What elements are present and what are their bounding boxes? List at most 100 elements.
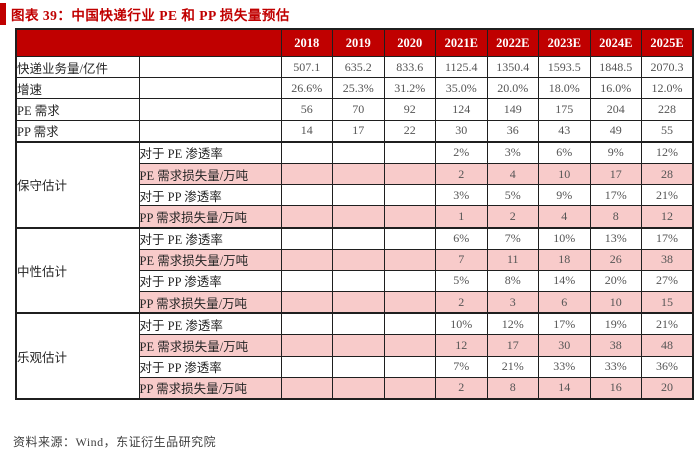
value-cell: 92 [383,98,436,121]
value-cell: 124 [435,98,488,121]
value-cell: 33% [538,355,591,378]
table-row: 对于 PP 渗透率 7% 21% 33% 33% 36% [16,355,694,378]
table-row: 中性估计 对于 PE 渗透率 6% 7% 10% 13% 17% [15,226,694,314]
value-cell [383,205,436,228]
value-cell: 7% [435,355,488,378]
row-label-cell: 快递业务量/亿件 [15,55,140,79]
value-cell: 21% [641,184,694,207]
value-cell: 18.0% [538,77,591,100]
value-cell: 6% [435,226,488,250]
metric-label-cell: PP 需求损失量/万吨 [138,205,282,228]
value-cell: 55 [641,119,694,143]
value-cell: 507.1 [280,55,333,79]
section-label-cell: 中性估计 [15,226,140,314]
value-cell: 12.0% [641,77,694,100]
value-cell: 6% [538,140,591,164]
value-cell: 175 [538,98,591,121]
table-row: 增速 26.6% 25.3% 31.2% 35.0% 20.0% 18.0% 16.0% 12.… [15,77,694,100]
row-label-cell: 增速 [15,77,140,100]
value-cell: 14% [538,269,591,293]
value-cell: 12 [641,205,694,228]
value-cell: 35.0% [435,77,488,100]
header-row: 2018 2019 2020 2021E 2022E 2023E 2024E 2025E [15,28,694,57]
metric-label-cell: 对于 PP 渗透率 [138,184,282,207]
value-cell [332,140,385,164]
value-cell [383,312,436,336]
value-cell: 28 [641,162,694,186]
value-cell: 19% [589,312,642,336]
value-cell [383,140,436,164]
value-cell [280,269,333,293]
value-cell: 20 [641,376,694,400]
value-cell: 21% [641,312,694,336]
value-cell [280,334,333,357]
value-cell: 2 [435,162,488,186]
value-cell: 49 [589,119,642,143]
figure-title-row: 图表 39：中国快递行业 PE 和 PP 损失量预估 [0,3,290,25]
row-label-cell: PE 需求 [15,98,140,121]
value-cell [383,248,436,271]
row-sublabel-cell [138,119,282,143]
value-cell: 48 [641,334,694,357]
value-cell [332,269,385,293]
title-accent-bar [0,3,6,25]
year-header-cell: 2018 [280,28,333,57]
table-row: PE 需求损失量/万吨 7 11 18 26 38 [16,248,694,271]
value-cell: 20% [589,269,642,293]
value-cell: 149 [486,98,539,121]
value-cell: 16 [589,376,642,400]
table-row: 快递业务量/亿件 507.1 635.2 833.6 1125.4 1350.4 1593.… [15,55,694,79]
metric-label-cell: 对于 PE 渗透率 [138,312,282,336]
value-cell [280,376,333,400]
source-note: 资料来源：Wind，东证衍生品研究院 [13,435,217,449]
value-cell: 22 [383,119,436,143]
year-header-cell: 2021E [435,28,488,57]
section-label-cell: 保守估计 [15,140,140,228]
value-cell: 36 [486,119,539,143]
value-cell [332,162,385,186]
table-body: 快递业务量/亿件 507.1 635.2 833.6 1125.4 1350.4 1593.… [15,55,694,400]
value-cell: 1 [435,205,488,228]
value-cell [383,376,436,400]
value-cell: 17 [486,334,539,357]
metric-label-cell: 对于 PE 渗透率 [138,226,282,250]
row-sublabel-cell [138,98,282,121]
value-cell: 7% [486,226,539,250]
value-cell: 18 [538,248,591,271]
value-cell: 14 [538,376,591,400]
value-cell: 635.2 [332,55,385,79]
table-row: PP 需求损失量/万吨 2 3 6 10 15 [16,291,694,314]
value-cell: 2 [435,291,488,314]
value-cell [280,312,333,336]
metric-label-cell: PE 需求损失量/万吨 [138,248,282,271]
value-cell [383,162,436,186]
value-cell: 1350.4 [486,55,539,79]
value-cell: 833.6 [383,55,436,79]
value-cell [383,184,436,207]
value-cell: 9% [538,184,591,207]
value-cell [383,334,436,357]
value-cell [383,291,436,314]
value-cell: 5% [486,184,539,207]
year-header-cell: 2024E [589,28,642,57]
value-cell: 4 [486,162,539,186]
value-cell: 17% [641,226,694,250]
value-cell [332,312,385,336]
metric-label-cell: 对于 PE 渗透率 [138,140,282,164]
value-cell: 14 [280,119,333,143]
metric-label-cell: PE 需求损失量/万吨 [138,162,282,186]
value-cell: 43 [538,119,591,143]
figure-title: 图表 39：中国快递行业 PE 和 PP 损失量预估 [11,8,290,23]
value-cell: 2% [435,140,488,164]
value-cell: 26 [589,248,642,271]
value-cell: 12 [435,334,488,357]
value-cell [280,291,333,314]
value-cell: 21% [486,355,539,378]
value-cell: 3% [435,184,488,207]
value-cell: 5% [435,269,488,293]
value-cell [332,376,385,400]
value-cell: 10% [538,226,591,250]
value-cell: 10 [538,162,591,186]
value-cell: 70 [332,98,385,121]
